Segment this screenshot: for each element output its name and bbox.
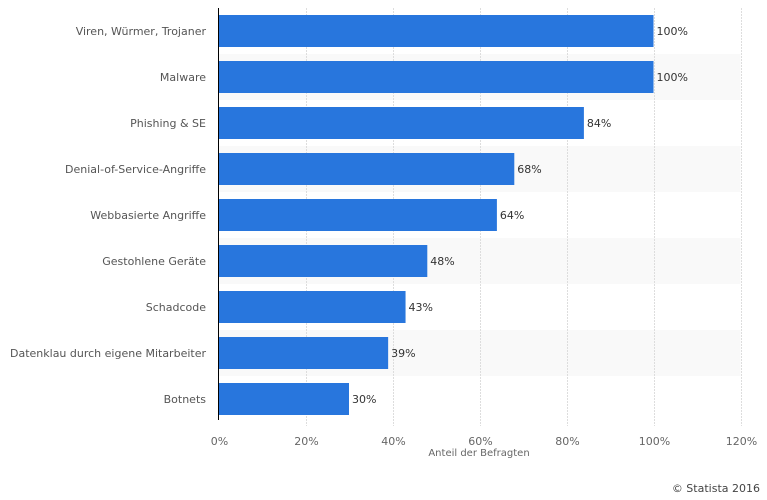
category-label: Datenklau durch eigene Mitarbeiter: [10, 347, 206, 360]
data-label: 39%: [391, 347, 415, 360]
x-tick-label: 80%: [555, 435, 579, 448]
x-tick-label: 120%: [726, 435, 757, 448]
category-label: Denial-of-Service-Angriffe: [65, 163, 206, 176]
category-labels: Viren, Würmer, Trojaner Malware Phishing &…: [10, 25, 206, 406]
data-label: 48%: [430, 255, 454, 268]
x-tick-label: 40%: [381, 435, 405, 448]
data-label: 100%: [657, 71, 688, 84]
category-label: Viren, Würmer, Trojaner: [76, 25, 207, 38]
x-tick-label: 20%: [294, 435, 318, 448]
category-label: Botnets: [164, 393, 207, 406]
x-axis-ticks: 0% 20% 40% 60% 80% 100% 120%: [211, 435, 757, 448]
x-axis-title: Anteil der Befragten: [428, 448, 529, 459]
data-label: 68%: [517, 163, 541, 176]
category-label: Schadcode: [146, 301, 206, 314]
bar[interactable]: [218, 107, 584, 139]
bar[interactable]: [218, 291, 406, 323]
bar[interactable]: [218, 15, 654, 47]
data-label: 30%: [352, 393, 376, 406]
bar[interactable]: [218, 337, 389, 369]
x-tick-label: 0%: [211, 435, 228, 448]
bar[interactable]: [218, 61, 654, 93]
data-label: 84%: [587, 117, 611, 130]
data-label: 64%: [500, 209, 524, 222]
category-label: Malware: [160, 71, 206, 84]
x-tick-label: 60%: [468, 435, 492, 448]
bar[interactable]: [218, 199, 497, 231]
bars: [218, 15, 654, 415]
value-labels: 100% 100% 84% 68% 64% 48% 43% 39% 30%: [352, 25, 688, 406]
x-tick-label: 100%: [639, 435, 670, 448]
category-label: Phishing & SE: [130, 117, 206, 130]
category-label: Gestohlene Geräte: [102, 255, 206, 268]
bar[interactable]: [218, 383, 350, 415]
data-label: 43%: [409, 301, 433, 314]
statista-credit[interactable]: © Statista 2016: [672, 482, 760, 495]
category-label: Webbasierte Angriffe: [90, 209, 206, 222]
data-label: 100%: [657, 25, 688, 38]
bar[interactable]: [218, 245, 428, 277]
bar[interactable]: [218, 153, 515, 185]
